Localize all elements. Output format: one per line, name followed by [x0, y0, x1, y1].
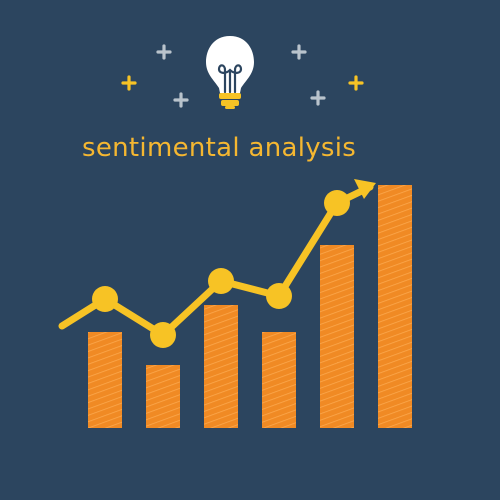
sparkle-icon: [348, 75, 364, 91]
sparkle-icon: [310, 90, 326, 106]
page-title: sentimental analysis: [82, 133, 357, 163]
trend-point: [150, 322, 176, 348]
bar: [262, 332, 296, 428]
trend-point: [266, 283, 292, 309]
sparkle-icon: [291, 44, 307, 60]
trend-point: [208, 268, 234, 294]
bar: [320, 245, 354, 428]
trend-point: [92, 286, 118, 312]
sparkle-icon: [156, 44, 172, 60]
trend-point: [324, 190, 350, 216]
bar-series: [88, 185, 412, 428]
sparkle-icon: [121, 75, 137, 91]
bar: [378, 185, 412, 428]
bar: [204, 305, 238, 428]
bar: [146, 365, 180, 428]
light-bulb-icon: [206, 36, 254, 109]
trend-arrow-icon: [354, 179, 376, 199]
trend-line-series: [58, 179, 376, 348]
bar: [88, 332, 122, 428]
sparkle-icon: [173, 92, 189, 108]
